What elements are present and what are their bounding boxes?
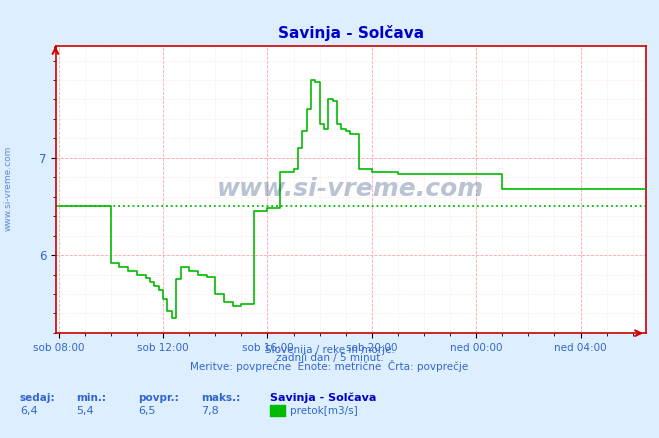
Text: povpr.:: povpr.: <box>138 393 179 403</box>
Text: 6,5: 6,5 <box>138 406 156 416</box>
Text: zadnji dan / 5 minut.: zadnji dan / 5 minut. <box>275 353 384 364</box>
Text: Slovenija / reke in morje.: Slovenija / reke in morje. <box>264 345 395 355</box>
Text: pretok[m3/s]: pretok[m3/s] <box>290 406 358 416</box>
Text: Meritve: povprečne  Enote: metrične  Črta: povprečje: Meritve: povprečne Enote: metrične Črta:… <box>190 360 469 372</box>
Text: 6,4: 6,4 <box>20 406 38 416</box>
Text: sedaj:: sedaj: <box>20 393 55 403</box>
Text: www.si-vreme.com: www.si-vreme.com <box>3 146 13 231</box>
Text: Savinja - Solčava: Savinja - Solčava <box>270 392 376 403</box>
Title: Savinja - Solčava: Savinja - Solčava <box>278 25 424 41</box>
Text: www.si-vreme.com: www.si-vreme.com <box>217 177 484 201</box>
Text: 5,4: 5,4 <box>76 406 94 416</box>
Text: maks.:: maks.: <box>201 393 241 403</box>
Text: min.:: min.: <box>76 393 106 403</box>
Text: 7,8: 7,8 <box>201 406 219 416</box>
